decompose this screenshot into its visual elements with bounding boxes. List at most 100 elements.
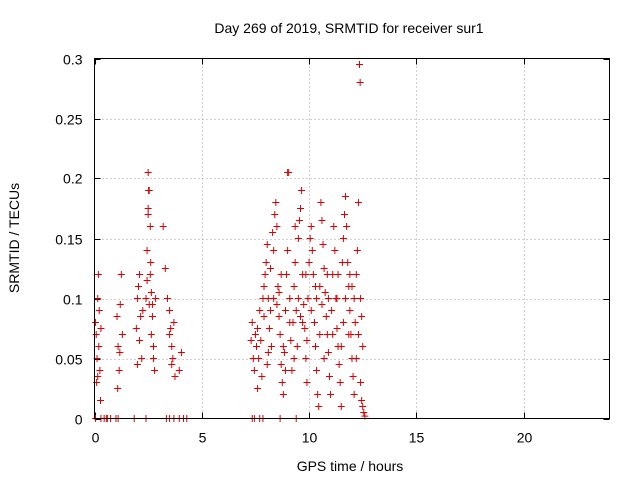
data-point	[274, 283, 282, 290]
data-point	[309, 271, 317, 278]
data-point	[330, 223, 338, 230]
data-point	[276, 331, 284, 338]
y-tick-label: 0.3	[63, 52, 83, 68]
data-point	[342, 295, 350, 302]
data-point	[132, 325, 140, 332]
data-point	[150, 343, 158, 350]
data-point	[351, 319, 359, 326]
data-point	[134, 283, 142, 290]
data-point	[279, 391, 287, 398]
data-point	[133, 361, 141, 368]
data-point	[146, 271, 154, 278]
data-point	[281, 367, 289, 374]
data-point	[147, 289, 155, 296]
data-point	[339, 319, 347, 326]
data-point	[319, 241, 327, 248]
x-axis-label: GPS time / hours	[297, 458, 404, 474]
data-point	[295, 217, 303, 224]
data-point	[145, 187, 153, 194]
data-point	[253, 343, 261, 350]
plot-frame	[94, 58, 610, 419]
data-point	[333, 325, 341, 332]
data-point	[286, 319, 294, 326]
data-point	[310, 319, 318, 326]
data-point	[147, 259, 155, 266]
data-point	[322, 313, 330, 320]
data-point	[248, 319, 256, 326]
data-point	[269, 229, 277, 236]
data-point	[260, 313, 268, 320]
data-point	[303, 337, 311, 344]
data-point	[137, 313, 145, 320]
data-point	[358, 313, 366, 320]
data-point	[299, 319, 307, 326]
data-point	[349, 373, 357, 380]
data-point	[138, 355, 146, 362]
y-tick-label: 0.1	[63, 292, 83, 308]
data-point	[327, 391, 335, 398]
data-point	[97, 325, 105, 332]
data-point	[357, 295, 365, 302]
axes: 0 0.05 0.1 0.15 0.2 0.25 0.3 0 5 10 15 20	[55, 52, 610, 446]
data-point	[168, 361, 176, 368]
data-point	[320, 265, 328, 272]
data-point	[115, 367, 123, 374]
data-point	[302, 355, 310, 362]
data-point	[263, 361, 271, 368]
data-point	[144, 169, 152, 176]
data-point	[324, 295, 332, 302]
data-point	[281, 307, 289, 314]
x-tick-label: 10	[302, 430, 318, 446]
data-point	[168, 343, 176, 350]
data-point	[343, 223, 351, 230]
data-point	[320, 355, 328, 362]
data-point	[348, 283, 356, 290]
data-point	[143, 247, 151, 254]
data-point	[294, 235, 302, 242]
data-point	[297, 205, 304, 212]
y-tick-label: 0.25	[55, 112, 82, 128]
x-tick-label: 20	[517, 430, 533, 446]
data-point	[352, 355, 360, 362]
data-point	[287, 337, 295, 344]
data-point	[280, 349, 288, 356]
data-point	[308, 247, 316, 254]
data-point	[359, 403, 367, 410]
data-point	[324, 349, 332, 356]
x-tick-label: 5	[199, 430, 207, 446]
data-point	[328, 307, 336, 314]
data-point	[333, 295, 341, 302]
data-point	[257, 337, 265, 344]
data-point	[254, 385, 262, 392]
data-point	[114, 385, 122, 392]
y-tick-label: 0.05	[55, 352, 82, 368]
y-tick-label: 0	[75, 412, 83, 428]
data-point	[92, 331, 100, 338]
data-point	[336, 379, 344, 386]
data-point	[139, 307, 147, 314]
data-point	[286, 295, 294, 302]
data-point	[151, 367, 159, 374]
data-point	[339, 235, 347, 242]
data-point	[290, 283, 298, 290]
data-point	[318, 301, 326, 308]
data-point	[305, 259, 313, 266]
data-point	[301, 325, 309, 332]
data-point	[166, 307, 174, 314]
data-point	[313, 367, 321, 374]
x-tick-label: 0	[92, 430, 100, 446]
data-point	[329, 331, 337, 338]
data-point	[354, 331, 362, 338]
data-point	[293, 343, 301, 350]
data-point	[291, 223, 299, 230]
data-point	[346, 307, 354, 314]
data-point	[270, 247, 278, 254]
data-point	[254, 325, 262, 332]
y-tick-label: 0.15	[55, 232, 82, 248]
data-point	[304, 295, 312, 302]
data-point	[294, 295, 302, 302]
data-point	[263, 241, 271, 248]
data-point	[118, 331, 126, 338]
data-point	[321, 289, 329, 296]
data-point	[313, 295, 321, 302]
